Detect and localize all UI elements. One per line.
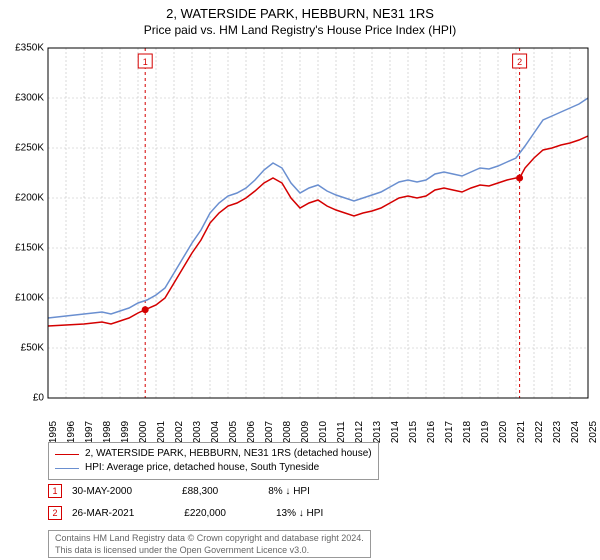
x-tick-label: 2010 xyxy=(318,421,329,443)
legend: 2, WATERSIDE PARK, HEBBURN, NE31 1RS (de… xyxy=(48,442,379,480)
legend-label-hpi: HPI: Average price, detached house, Sout… xyxy=(85,461,319,475)
x-tick-label: 2019 xyxy=(480,421,491,443)
x-tick-label: 2022 xyxy=(534,421,545,443)
x-tick-label: 2025 xyxy=(588,421,599,443)
x-tick-label: 2018 xyxy=(462,421,473,443)
y-tick-label: £50K xyxy=(8,343,44,354)
footer-line-1: Contains HM Land Registry data © Crown c… xyxy=(55,532,364,544)
x-tick-label: 1995 xyxy=(48,421,59,443)
marker-date-1: 30-MAY-2000 xyxy=(72,486,132,497)
x-tick-label: 2017 xyxy=(444,421,455,443)
x-tick-label: 1999 xyxy=(120,421,131,443)
x-tick-label: 2015 xyxy=(408,421,419,443)
svg-text:1: 1 xyxy=(143,57,148,67)
x-tick-label: 1998 xyxy=(102,421,113,443)
x-tick-label: 2005 xyxy=(228,421,239,443)
y-tick-label: £350K xyxy=(8,43,44,54)
marker-price-2: £220,000 xyxy=(184,508,226,519)
legend-swatch-hpi xyxy=(55,468,79,469)
chart-title: 2, WATERSIDE PARK, HEBBURN, NE31 1RS xyxy=(0,0,600,21)
y-tick-label: £250K xyxy=(8,143,44,154)
x-tick-label: 2013 xyxy=(372,421,383,443)
x-tick-label: 2000 xyxy=(138,421,149,443)
x-tick-label: 2002 xyxy=(174,421,185,443)
marker-box-1: 1 xyxy=(48,484,62,498)
footer-line-2: This data is licensed under the Open Gov… xyxy=(55,544,364,556)
marker-price-1: £88,300 xyxy=(182,486,218,497)
x-tick-label: 1997 xyxy=(84,421,95,443)
x-tick-label: 2006 xyxy=(246,421,257,443)
x-tick-label: 2001 xyxy=(156,421,167,443)
x-tick-label: 2024 xyxy=(570,421,581,443)
x-tick-label: 2021 xyxy=(516,421,527,443)
x-tick-label: 2004 xyxy=(210,421,221,443)
marker-date-2: 26-MAR-2021 xyxy=(72,508,134,519)
x-tick-label: 1996 xyxy=(66,421,77,443)
x-tick-label: 2008 xyxy=(282,421,293,443)
svg-text:2: 2 xyxy=(517,57,522,67)
y-tick-label: £0 xyxy=(8,393,44,404)
x-tick-label: 2012 xyxy=(354,421,365,443)
x-tick-label: 2011 xyxy=(336,421,347,443)
footer: Contains HM Land Registry data © Crown c… xyxy=(48,530,371,558)
x-tick-label: 2003 xyxy=(192,421,203,443)
legend-swatch-price-paid xyxy=(55,454,79,455)
legend-row-hpi: HPI: Average price, detached house, Sout… xyxy=(55,461,372,475)
x-tick-label: 2014 xyxy=(390,421,401,443)
x-tick-label: 2020 xyxy=(498,421,509,443)
y-tick-label: £100K xyxy=(8,293,44,304)
legend-label-price-paid: 2, WATERSIDE PARK, HEBBURN, NE31 1RS (de… xyxy=(85,447,372,461)
chart-plot-area: 12 xyxy=(48,48,588,398)
x-tick-label: 2007 xyxy=(264,421,275,443)
x-tick-label: 2023 xyxy=(552,421,563,443)
legend-row-price-paid: 2, WATERSIDE PARK, HEBBURN, NE31 1RS (de… xyxy=(55,447,372,461)
marker-delta-1: 8% ↓ HPI xyxy=(268,486,310,497)
y-tick-label: £300K xyxy=(8,93,44,104)
marker-box-2: 2 xyxy=(48,506,62,520)
y-tick-label: £150K xyxy=(8,243,44,254)
x-tick-label: 2016 xyxy=(426,421,437,443)
marker-delta-2: 13% ↓ HPI xyxy=(276,508,323,519)
marker-row-2: 2 26-MAR-2021 £220,000 13% ↓ HPI xyxy=(48,506,323,520)
y-tick-label: £200K xyxy=(8,193,44,204)
chart-subtitle: Price paid vs. HM Land Registry's House … xyxy=(0,21,600,37)
x-tick-label: 2009 xyxy=(300,421,311,443)
marker-row-1: 1 30-MAY-2000 £88,300 8% ↓ HPI xyxy=(48,484,310,498)
